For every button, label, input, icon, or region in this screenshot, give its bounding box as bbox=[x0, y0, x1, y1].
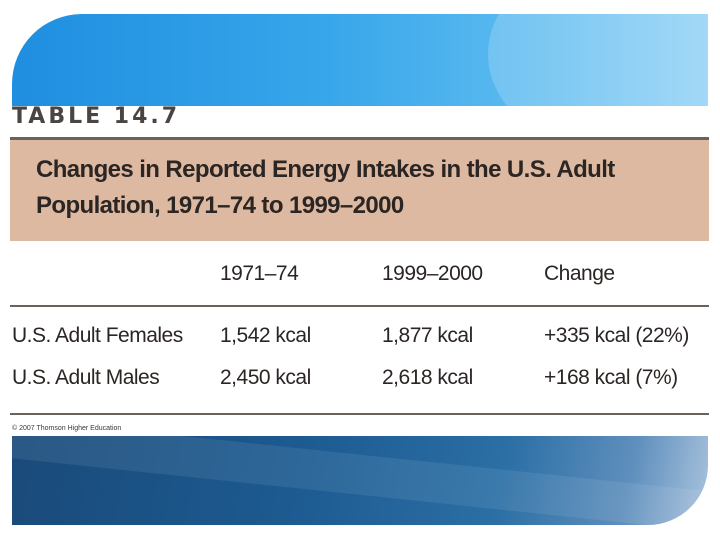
table-label: TABLE 14.7 bbox=[12, 104, 181, 129]
column-header-change: Change bbox=[544, 262, 615, 285]
column-header-1971-74: 1971–74 bbox=[220, 262, 299, 285]
row-label: U.S. Adult Males bbox=[12, 366, 160, 389]
title-band: Changes in Reported Energy Intakes in th… bbox=[10, 140, 709, 241]
header-rule bbox=[10, 305, 709, 307]
cell-1999-2000: 1,877 kcal bbox=[382, 324, 473, 347]
cell-1971-74: 1,542 kcal bbox=[220, 324, 311, 347]
copyright-credit: © 2007 Thomson Higher Education bbox=[12, 425, 122, 432]
cell-1971-74: 2,450 kcal bbox=[220, 366, 311, 389]
banner-stripe bbox=[12, 436, 708, 525]
table-title: Changes in Reported Energy Intakes in th… bbox=[36, 156, 615, 219]
top-rule bbox=[10, 137, 709, 140]
banner-sheen bbox=[488, 14, 708, 106]
cell-1999-2000: 2,618 kcal bbox=[382, 366, 473, 389]
column-header-1999-2000: 1999–2000 bbox=[382, 262, 483, 285]
bottom-rule bbox=[10, 413, 709, 415]
cell-change: +168 kcal (7%) bbox=[544, 366, 678, 389]
cell-change: +335 kcal (22%) bbox=[544, 324, 689, 347]
row-label: U.S. Adult Females bbox=[12, 324, 183, 347]
top-decorative-banner bbox=[12, 14, 708, 106]
bottom-decorative-banner bbox=[12, 436, 708, 525]
